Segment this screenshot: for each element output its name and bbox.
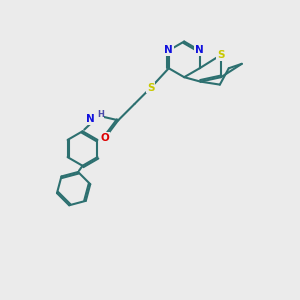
Text: H: H (97, 110, 104, 119)
Text: N: N (86, 114, 95, 124)
Text: S: S (217, 50, 225, 60)
Text: N: N (195, 45, 204, 56)
Text: O: O (100, 133, 109, 143)
Text: N: N (164, 45, 173, 56)
Text: S: S (147, 82, 155, 93)
